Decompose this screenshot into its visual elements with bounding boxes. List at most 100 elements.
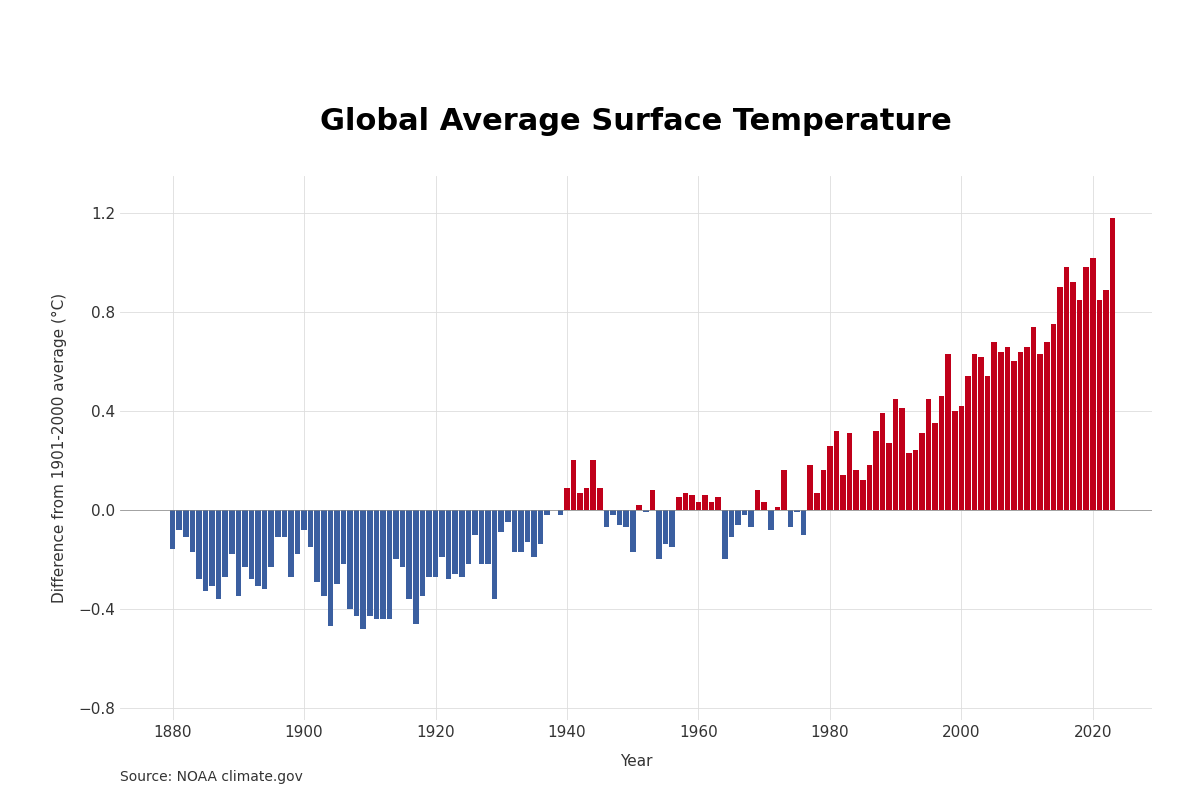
Bar: [248, 510, 254, 579]
Bar: [216, 510, 221, 599]
Bar: [985, 376, 990, 510]
Bar: [630, 510, 636, 552]
Bar: [715, 498, 721, 510]
Bar: [485, 510, 491, 564]
Bar: [400, 510, 406, 566]
Bar: [938, 396, 944, 510]
Bar: [900, 409, 905, 510]
Bar: [196, 510, 202, 579]
Bar: [511, 510, 517, 552]
Bar: [320, 510, 326, 596]
Bar: [906, 453, 912, 510]
Bar: [577, 493, 583, 510]
Bar: [269, 510, 274, 566]
Bar: [912, 450, 918, 510]
Bar: [524, 510, 530, 542]
Bar: [847, 433, 852, 510]
Bar: [1090, 258, 1096, 510]
Bar: [439, 510, 445, 557]
Bar: [623, 510, 629, 527]
Bar: [670, 510, 674, 547]
Bar: [235, 510, 241, 596]
Bar: [946, 354, 952, 510]
Bar: [834, 430, 839, 510]
Bar: [696, 502, 701, 510]
Bar: [1004, 346, 1010, 510]
Bar: [656, 510, 661, 559]
Bar: [611, 510, 616, 514]
Bar: [787, 510, 793, 527]
Bar: [794, 510, 800, 512]
Bar: [887, 443, 892, 510]
Bar: [452, 510, 458, 574]
Bar: [880, 414, 886, 510]
Bar: [301, 510, 307, 530]
Bar: [814, 493, 820, 510]
Bar: [649, 490, 655, 510]
Bar: [262, 510, 268, 589]
Bar: [1084, 267, 1090, 510]
Bar: [1044, 342, 1050, 510]
Bar: [242, 510, 247, 566]
Bar: [683, 493, 688, 510]
Bar: [420, 510, 425, 596]
Bar: [1097, 300, 1103, 510]
Bar: [209, 510, 215, 586]
Bar: [965, 376, 971, 510]
Bar: [433, 510, 438, 577]
Bar: [564, 487, 570, 510]
Bar: [505, 510, 511, 522]
Text: Source: NOAA climate.gov: Source: NOAA climate.gov: [120, 770, 302, 784]
Bar: [532, 510, 536, 557]
Bar: [334, 510, 340, 584]
Bar: [768, 510, 774, 530]
Bar: [360, 510, 366, 629]
Bar: [676, 498, 682, 510]
Bar: [755, 490, 761, 510]
Bar: [386, 510, 392, 618]
Bar: [978, 357, 984, 510]
Text: Global Average Surface Temperature: Global Average Surface Temperature: [320, 107, 952, 136]
Bar: [571, 460, 576, 510]
Bar: [866, 466, 872, 510]
Bar: [598, 487, 602, 510]
Bar: [460, 510, 464, 577]
Bar: [1057, 287, 1063, 510]
Bar: [959, 406, 964, 510]
Bar: [893, 398, 899, 510]
Bar: [584, 487, 589, 510]
Bar: [781, 470, 787, 510]
Bar: [407, 510, 412, 599]
Y-axis label: Difference from 1901-2000 average (°C): Difference from 1901-2000 average (°C): [52, 293, 67, 603]
Bar: [1110, 218, 1115, 510]
Bar: [728, 510, 734, 537]
Bar: [176, 510, 182, 530]
Bar: [689, 495, 695, 510]
Bar: [314, 510, 320, 582]
Bar: [347, 510, 353, 609]
Bar: [972, 354, 977, 510]
Bar: [1038, 354, 1043, 510]
Bar: [991, 342, 997, 510]
Bar: [1025, 346, 1030, 510]
Bar: [229, 510, 234, 554]
Bar: [749, 510, 754, 527]
Bar: [222, 510, 228, 577]
Bar: [709, 502, 714, 510]
Bar: [413, 510, 419, 623]
Bar: [590, 460, 596, 510]
Bar: [1051, 324, 1056, 510]
Bar: [498, 510, 504, 532]
Bar: [472, 510, 478, 534]
Bar: [308, 510, 313, 547]
Bar: [617, 510, 623, 525]
Bar: [827, 446, 833, 510]
Bar: [373, 510, 379, 618]
Bar: [295, 510, 300, 554]
Bar: [1103, 290, 1109, 510]
Bar: [742, 510, 748, 514]
Bar: [1063, 267, 1069, 510]
Bar: [182, 510, 188, 537]
X-axis label: Year: Year: [619, 754, 653, 769]
Bar: [275, 510, 281, 537]
